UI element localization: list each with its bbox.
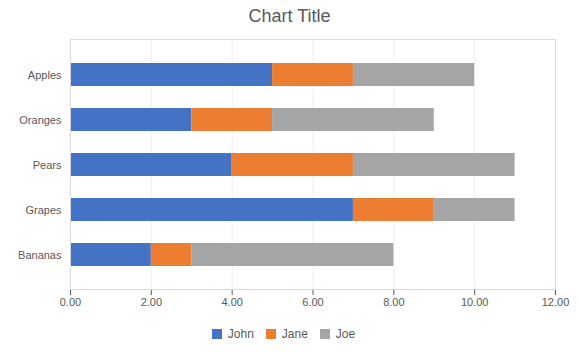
html-text:John: John <box>227 326 254 341</box>
svg-text:Apples: Apples <box>28 69 62 81</box>
svg-text:Oranges: Oranges <box>19 114 62 126</box>
html-text:Jane: Jane <box>281 326 308 341</box>
svg-text:8.00: 8.00 <box>383 296 404 308</box>
svg-text:6.00: 6.00 <box>302 296 323 308</box>
html-text:Joe: Joe <box>335 326 356 341</box>
svg-text:4.00: 4.00 <box>221 296 242 308</box>
svg-text:Bananas: Bananas <box>18 249 62 261</box>
svg-text:10.00: 10.00 <box>461 296 489 308</box>
svg-text:2.00: 2.00 <box>141 296 162 308</box>
svg-text:12.00: 12.00 <box>542 296 570 308</box>
svg-text:Pears: Pears <box>33 159 62 171</box>
svg-text:Grapes: Grapes <box>25 204 62 216</box>
html-text:Chart Title: Chart Title <box>248 6 331 26</box>
svg-text:0.00: 0.00 <box>60 296 81 308</box>
